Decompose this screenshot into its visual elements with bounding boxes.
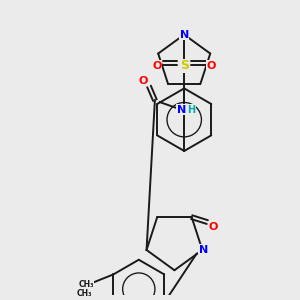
Text: O: O [207,61,216,71]
Text: CH₃: CH₃ [76,290,92,298]
Text: N: N [199,245,208,255]
Text: N: N [180,30,189,40]
Text: N: N [177,105,186,115]
Text: O: O [208,222,218,232]
Text: O: O [139,76,148,85]
Text: H: H [187,105,195,115]
Text: O: O [152,61,161,71]
Text: S: S [180,59,189,72]
Text: CH₃: CH₃ [78,280,94,289]
